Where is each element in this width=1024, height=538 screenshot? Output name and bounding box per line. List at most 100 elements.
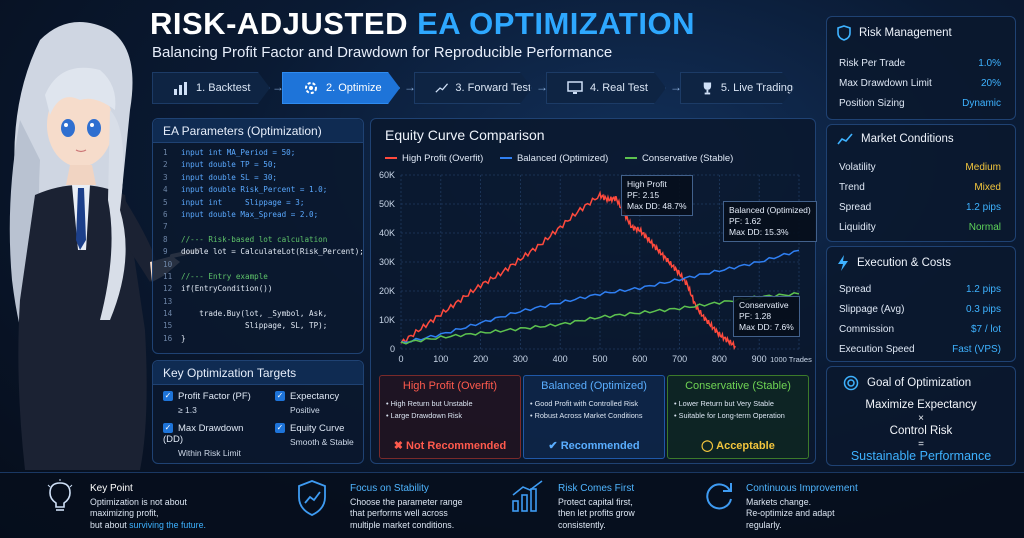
tip-key-point: Key Point Optimization is not about maxim… xyxy=(90,483,206,530)
code-line: 3 input double SL = 30; xyxy=(163,172,364,184)
x-tick-label: 500 xyxy=(592,354,607,364)
bar-chart-icon xyxy=(173,81,189,95)
line-number: 15 xyxy=(163,321,173,331)
y-tick-label: 40K xyxy=(379,228,395,238)
verdict-not-recommended: ✖ Not Recommended xyxy=(393,440,507,452)
growth-chart-icon xyxy=(512,480,543,512)
step-arrow: → xyxy=(536,80,548,94)
code-text: } xyxy=(181,333,186,343)
target-profit-factor: ✓ Profit Factor (PF) ≥ 1.3 xyxy=(163,391,251,415)
lightbulb-icon xyxy=(47,479,73,511)
x-tick-label: 200 xyxy=(473,354,488,364)
code-line: 12 if(EntryCondition()) xyxy=(163,283,364,295)
trend-line-icon xyxy=(435,81,448,95)
monitor-icon xyxy=(567,81,583,95)
code-text: //--- Risk-based lot calculation xyxy=(181,234,328,244)
ea-parameters-panel: EA Parameters (Optimization) 1 input int … xyxy=(152,118,364,354)
code-text: trade.Buy(lot, _Symbol, Ask, xyxy=(181,309,328,319)
code-line: 10 xyxy=(163,259,364,271)
code-text: input double TP = 50; xyxy=(181,160,278,170)
card-high-profit: High Profit (Overfit) High Return but Un… xyxy=(379,375,521,459)
line-number: 9 xyxy=(163,247,168,257)
market-row: Volatility Medium xyxy=(839,161,1001,173)
code-text: input double SL = 30; xyxy=(181,172,278,182)
series-line-balanced xyxy=(400,249,800,344)
execution-costs-panel: Execution & Costs Spread 1.2 pips Slippag… xyxy=(826,246,1016,362)
card-balanced: Balanced (Optimized) Good Profit with Co… xyxy=(523,375,665,459)
line-number: 6 xyxy=(163,209,168,219)
x-tick-label: 600 xyxy=(632,354,647,364)
code-text: Slippage, SL, TP); xyxy=(181,321,328,331)
equity-curve-chart-panel: 0 10K 20K 30K 40K 50K 60K 0 100 200 300 400 500 600 70… xyxy=(370,118,817,464)
x-tick-label: 900 xyxy=(752,354,767,364)
code-text: double lot = CalculateLot(Risk_Percent); xyxy=(181,247,364,257)
goal-line-2: × xyxy=(918,413,924,424)
tip-risk-first: Risk Comes First Protect capital first, t… xyxy=(558,483,635,530)
step-optimize[interactable]: 2. Optimize xyxy=(282,72,400,104)
series-line-high-profit xyxy=(400,190,736,351)
market-conditions-panel: Market Conditions Volatility Medium Trend… xyxy=(826,124,1016,242)
shield-icon xyxy=(837,25,851,41)
verdict-recommended: ✔ Recommended xyxy=(548,440,640,452)
code-text: input double Max_Spread = 2.0; xyxy=(181,209,319,219)
page-subtitle: Balancing Profit Factor and Drawdown for… xyxy=(152,44,613,61)
y-tick-label: 10K xyxy=(379,315,395,325)
x-tick-label: 800 xyxy=(712,354,727,364)
y-tick-label: 0 xyxy=(390,344,395,354)
page-title: RISK-ADJUSTED EA OPTIMIZATION xyxy=(150,6,695,41)
x-tick-label: 700 xyxy=(672,354,687,364)
lightning-icon xyxy=(838,255,848,271)
trend-chart-icon xyxy=(837,133,853,145)
y-tick-label: 20K xyxy=(379,286,395,296)
code-line: 1 input int MA_Period = 50; xyxy=(163,147,364,159)
goal-title: Goal of Optimization xyxy=(843,375,971,391)
execution-row: Slippage (Avg) 0.3 pips xyxy=(839,303,1001,315)
line-number: 3 xyxy=(163,172,168,182)
step-backtest[interactable]: 1. Backtest xyxy=(152,72,270,104)
goal-line-1: Maximize Expectancy xyxy=(865,399,977,411)
step-forward-test[interactable]: 3. Forward Test xyxy=(414,72,532,104)
trophy-icon xyxy=(701,81,714,95)
target-icon xyxy=(843,375,859,391)
step-arrow: → xyxy=(404,80,416,94)
line-number: 8 xyxy=(163,234,168,244)
checkbox-checked-icon[interactable]: ✓ xyxy=(275,391,285,402)
target-expectancy: ✓ Expectancy Positive xyxy=(275,391,340,415)
x-tick-label: 1000 Trades xyxy=(770,355,812,364)
code-line: 5 input int Slippage = 3; xyxy=(163,197,364,209)
execution-costs-title: Execution & Costs xyxy=(837,255,951,271)
risk-row: Risk Per Trade 1.0% xyxy=(839,57,1001,69)
step-live-trading[interactable]: 5. Live Trading xyxy=(680,72,794,104)
checkbox-checked-icon[interactable]: ✓ xyxy=(275,423,285,434)
x-tick-label: 300 xyxy=(513,354,528,364)
x-tick-label: 0 xyxy=(398,354,403,364)
line-number: 5 xyxy=(163,197,168,207)
execution-row: Execution Speed Fast (VPS) xyxy=(839,343,1001,355)
line-number: 1 xyxy=(163,148,168,157)
legend-high-profit: High Profit (Overfit) xyxy=(385,153,483,164)
target-equity-curve: ✓ Equity Curve Smooth & Stable xyxy=(275,423,354,447)
y-tick-label: 30K xyxy=(379,257,395,267)
shield-chart-icon xyxy=(298,480,326,516)
code-line: 4 input double Risk_Percent = 1.0; xyxy=(163,184,364,196)
code-line: 9 double lot = CalculateLot(Risk_Percent)… xyxy=(163,246,364,258)
market-conditions-title: Market Conditions xyxy=(837,133,954,145)
line-number: 4 xyxy=(163,185,168,195)
goal-line-5: Sustainable Performance xyxy=(850,449,992,463)
goal-line-3: Control Risk xyxy=(889,425,953,437)
step-real-test[interactable]: 4. Real Test xyxy=(546,72,666,104)
market-row: Spread 1.2 pips xyxy=(839,201,1001,213)
workflow-steps: 1. Backtest → 2. Optimize → 3. Forward T… xyxy=(152,72,794,104)
ea-parameters-title: EA Parameters (Optimization) xyxy=(153,119,363,143)
code-line: 14 trade.Buy(lot, _Symbol, Ask, xyxy=(163,308,364,320)
checkbox-checked-icon[interactable]: ✓ xyxy=(163,391,173,402)
tip-focus-stability: Focus on Stability Choose the parameter r… xyxy=(350,483,463,530)
code-line: 8 //--- Risk-based lot calculation xyxy=(163,234,364,246)
anime-character-illustration xyxy=(9,22,202,470)
checkbox-checked-icon[interactable]: ✓ xyxy=(163,423,173,434)
code-text: input double Risk_Percent = 1.0; xyxy=(181,185,328,195)
code-line: 15 Slippage, SL, TP); xyxy=(163,320,364,332)
code-block: 1 input int MA_Period = 50; 2 input double … xyxy=(163,147,364,345)
step-arrow: → xyxy=(670,80,682,94)
line-number: 2 xyxy=(163,160,168,170)
